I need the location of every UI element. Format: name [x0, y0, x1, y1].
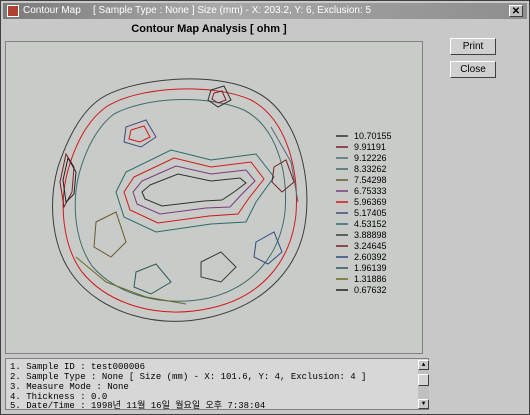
legend-label: 10.70155 [354, 131, 392, 141]
contour-line [134, 264, 171, 294]
window-title-info: [ Sample Type : None ] Size (mm) - X: 20… [93, 3, 371, 19]
info-line-date-time: 5. Date/Time : 1998년 11월 16일 월요일 오후 7:38… [10, 401, 265, 411]
info-line-sample-type: 2. Sample Type : None [ Size (mm) - X: 1… [10, 372, 366, 382]
contour-line [208, 86, 231, 107]
scroll-down-icon[interactable]: ▼ [418, 399, 429, 409]
app-icon [7, 5, 19, 17]
legend-label: 7.54298 [354, 175, 387, 185]
contour-line [124, 120, 156, 147]
legend-label: 5.17405 [354, 208, 387, 218]
info-line-sample-id: 1. Sample ID : test000006 [10, 362, 145, 372]
legend-label: 9.12226 [354, 153, 387, 163]
legend-label: 2.60392 [354, 252, 387, 262]
contour-line [142, 174, 246, 206]
legend-label: 1.96139 [354, 263, 387, 273]
title-bar[interactable]: Contour Map [ Sample Type : None ] Size … [3, 3, 527, 19]
chart-heading: Contour Map Analysis [ ohm ] [5, 23, 413, 39]
contour-line [63, 89, 296, 312]
contour-line [129, 126, 150, 142]
info-scrollbar[interactable]: ▲ ▼ [418, 360, 429, 409]
legend: 10.701559.911919.122268.332627.542986.75… [336, 131, 392, 295]
contour-line [201, 252, 236, 282]
info-line-measure-mode: 3. Measure Mode : None [10, 382, 129, 392]
contour-plot-svg: 10.701559.911919.122268.332627.542986.75… [6, 42, 422, 353]
scroll-thumb[interactable] [418, 374, 429, 386]
contour-line [94, 212, 126, 257]
contour-line [272, 160, 294, 192]
sample-info-panel: 1. Sample ID : test000006 2. Sample Type… [5, 358, 429, 410]
legend-label: 3.24645 [354, 241, 387, 251]
contour-line [124, 158, 264, 223]
scroll-up-icon[interactable]: ▲ [418, 360, 429, 370]
close-button[interactable]: Close [450, 61, 496, 78]
legend-label: 3.88898 [354, 230, 387, 240]
contour-plot-area: 10.70155 9.91191 9.12226 8.33262 7.54298 6.75… [5, 41, 423, 354]
contour-line [75, 99, 285, 301]
legend-label: 8.33262 [354, 164, 387, 174]
legend-label: 0.67632 [354, 285, 387, 295]
window-close-icon[interactable]: ✕ [509, 5, 523, 17]
legend-label: 6.75333 [354, 186, 387, 196]
legend-label: 5.96369 [354, 197, 387, 207]
wafer-outline [53, 79, 307, 321]
legend-label: 1.31886 [354, 274, 387, 284]
print-button[interactable]: Print [450, 38, 496, 55]
legend-label: 4.53152 [354, 219, 387, 229]
legend-label: 9.91191 [354, 142, 386, 152]
window-title: Contour Map [23, 3, 81, 19]
